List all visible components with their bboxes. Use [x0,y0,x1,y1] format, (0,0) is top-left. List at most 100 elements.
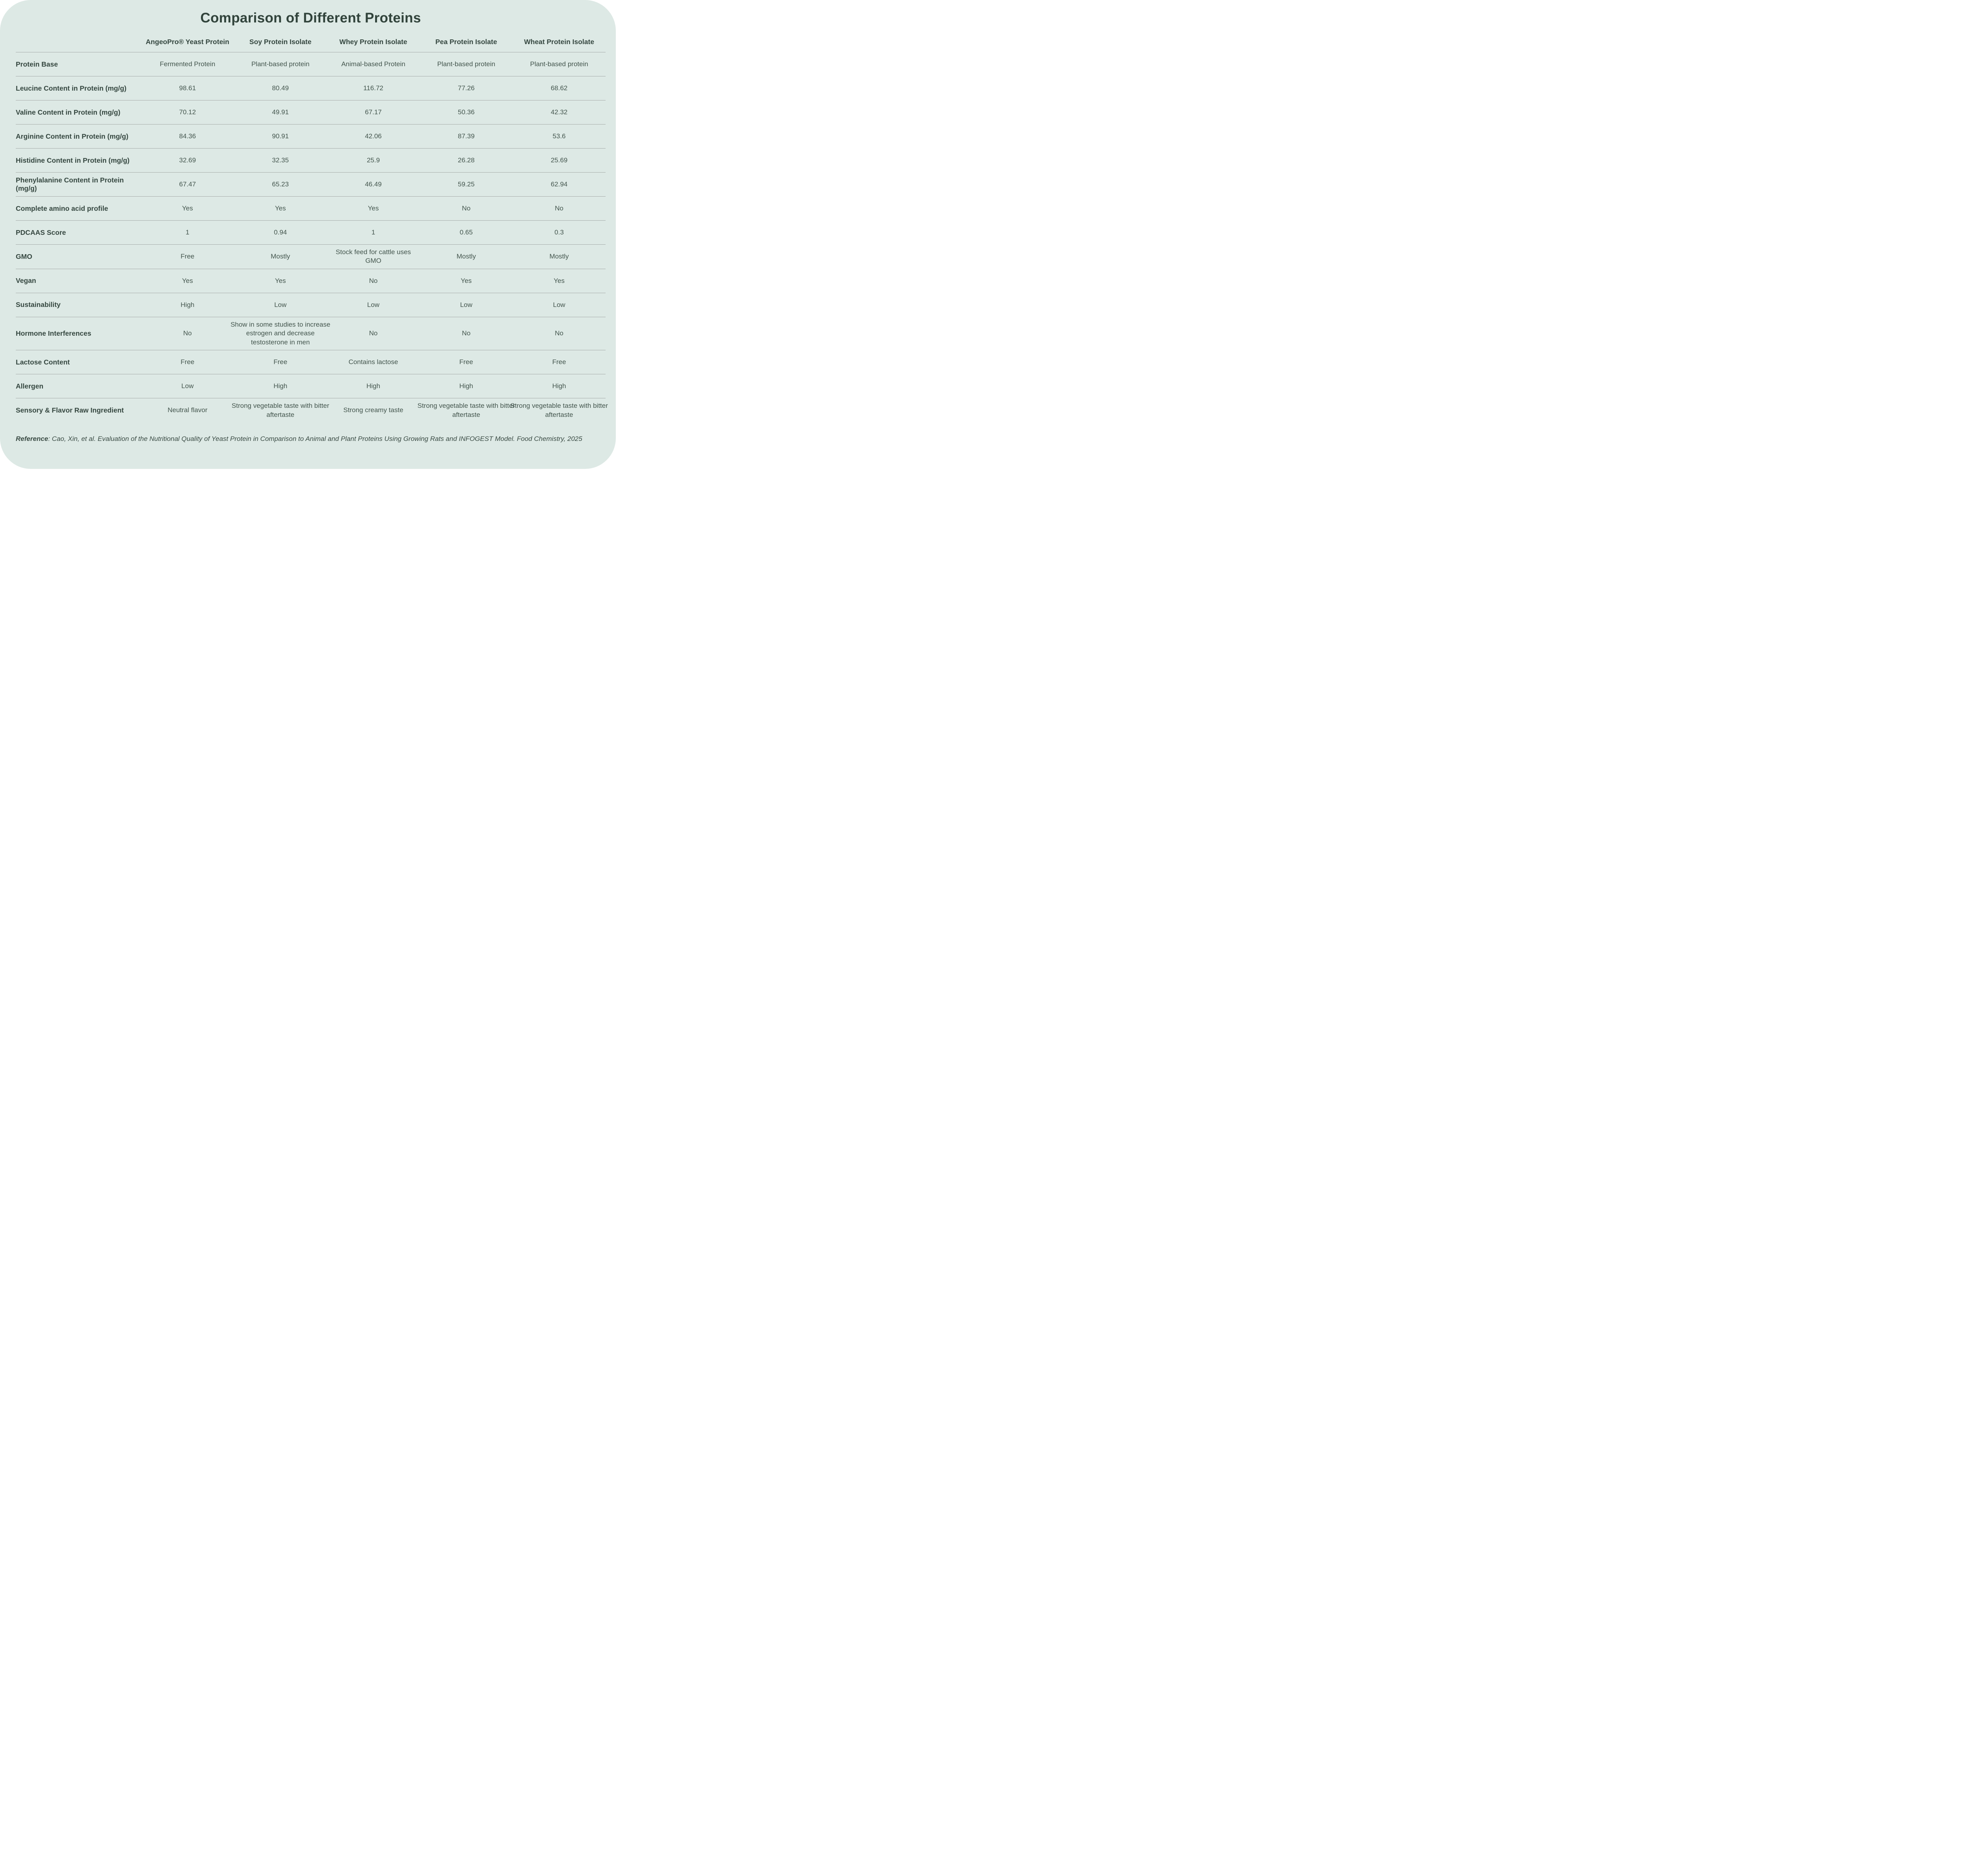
table-cell: Yes [275,277,286,284]
table-cell: No [183,329,192,337]
comparison-table: AngeoPro® Yeast Protein Soy Protein Isola… [16,32,608,422]
page-title: Comparison of Different Proteins [200,10,421,26]
table-cell: 32.35 [272,156,289,164]
column-header: Whey Protein Isolate [339,37,407,46]
table-cell: Contains lactose [348,358,398,366]
table-cell: 0.65 [459,228,473,236]
table-cell: Animal-based Protein [341,60,405,68]
table-cell: Strong vegetable taste with bitter after… [510,402,608,418]
row-label: Histidine Content in Protein (mg/g) [16,156,130,164]
table-cell: 87.39 [458,132,475,140]
table-cell: High [459,382,473,390]
row-label: Complete amino acid profile [16,204,108,212]
table-row: Sensory & Flavor Raw Ingredient Neutral f… [16,398,608,422]
table-cell: High [273,382,288,390]
table-cell: 80.49 [272,84,289,92]
table-cell: Yes [368,204,379,212]
table-cell: 42.32 [550,108,568,116]
row-label: Leucine Content in Protein (mg/g) [16,84,126,92]
table-cell: 67.17 [365,108,382,116]
row-label: Hormone Interferences [16,329,91,338]
table-cell: 90.91 [272,132,289,140]
table-cell: 65.23 [272,180,289,188]
table-cell: Fermented Protein [160,60,216,68]
table-cell: Plant-based protein [437,60,495,68]
table-cell: Low [553,301,565,309]
table-cell: High [552,382,566,390]
row-label: Valine Content in Protein (mg/g) [16,108,121,116]
table-cell: No [555,329,563,337]
table-cell: Low [274,301,287,309]
table-cell: Strong creamy taste [343,406,403,414]
table-header-row: AngeoPro® Yeast Protein Soy Protein Isola… [16,32,606,52]
row-label: Sensory & Flavor Raw Ingredient [16,406,124,415]
table-cell: Mostly [549,253,569,260]
table-cell: Yes [182,277,193,284]
table-cell: Yes [182,204,193,212]
row-label: GMO [16,252,32,260]
table-cell: 42.06 [365,132,382,140]
table-cell: No [369,277,378,284]
table-cell: 49.91 [272,108,289,116]
table-cell: High [180,301,195,309]
table-cell: Yes [275,204,286,212]
table-row: Hormone Interferences No Show in some stud… [16,316,606,350]
table-cell: 116.72 [363,84,383,92]
table-row: Sustainability High Low Low Low Low [16,292,606,317]
table-row: Leucine Content in Protein (mg/g) 98.61 80… [16,76,606,100]
table-cell: Mostly [271,253,290,260]
table-cell: 25.9 [366,156,380,164]
table-row: Lactose Content Free Free Contains lactose F… [16,350,606,374]
column-header: Wheat Protein Isolate [524,37,595,46]
table-cell: Neutral flavor [167,406,208,414]
table-row: Arginine Content in Protein (mg/g) 84.36 9… [16,124,606,148]
table-row: Allergen Low High High High High [16,374,606,398]
table-row: GMO Free Mostly Stock feed for cattle uses … [16,244,606,269]
table-row: Valine Content in Protein (mg/g) 70.12 49.… [16,100,606,124]
table-cell: 77.26 [458,84,475,92]
table-row: Histidine Content in Protein (mg/g) 32.69… [16,148,606,172]
table-cell: Yes [461,277,472,284]
table-cell: 46.49 [365,180,382,188]
row-label: Protein Base [16,60,58,68]
table-cell: Plant-based protein [251,60,310,68]
table-cell: Stock feed for cattle uses GMO [336,248,411,265]
table-cell: 98.61 [179,84,196,92]
table-cell: 25.69 [550,156,568,164]
table-cell: 26.28 [458,156,475,164]
table-row: Phenylalanine Content in Protein (mg/g) 6… [16,172,606,196]
table-cell: 62.94 [550,180,568,188]
table-cell: Yes [554,277,565,284]
table-cell: Strong vegetable taste with bitter after… [417,402,515,418]
table-cell: Strong vegetable taste with bitter after… [231,402,329,418]
table-cell: Show in some studies to increase estroge… [230,320,331,346]
table-row: Vegan Yes Yes No Yes Yes [16,268,606,293]
column-header: Pea Protein Isolate [435,37,497,46]
table-cell: 68.62 [550,84,568,92]
table-cell: High [366,382,380,390]
table-cell: 50.36 [458,108,475,116]
row-label: Arginine Content in Protein (mg/g) [16,132,128,140]
table-cell: Low [460,301,472,309]
table-row: Protein Base Fermented Protein Plant-based… [16,52,606,76]
table-cell: 84.36 [179,132,196,140]
row-label: Sustainability [16,301,61,309]
table-row: PDCAAS Score 1 0.94 1 0.65 0.3 [16,220,606,244]
table-cell: 0.3 [554,228,564,236]
table-cell: No [462,204,471,212]
row-label: Lactose Content [16,358,70,366]
reference-colon: : [48,435,52,443]
infographic-card: Comparison of Different Proteins AngeoPr… [0,0,616,469]
table-cell: Free [180,253,195,260]
table-cell: 70.12 [179,108,196,116]
table-cell: Low [367,301,380,309]
row-label: Allergen [16,382,44,390]
table-cell: 0.94 [274,228,287,236]
table-cell: Plant-based protein [530,60,588,68]
column-header: Soy Protein Isolate [249,37,312,46]
table-cell: No [369,329,378,337]
table-cell: No [555,204,563,212]
reference-label: Reference [16,435,48,443]
table-cell: Free [552,358,566,366]
table-cell: Free [180,358,195,366]
